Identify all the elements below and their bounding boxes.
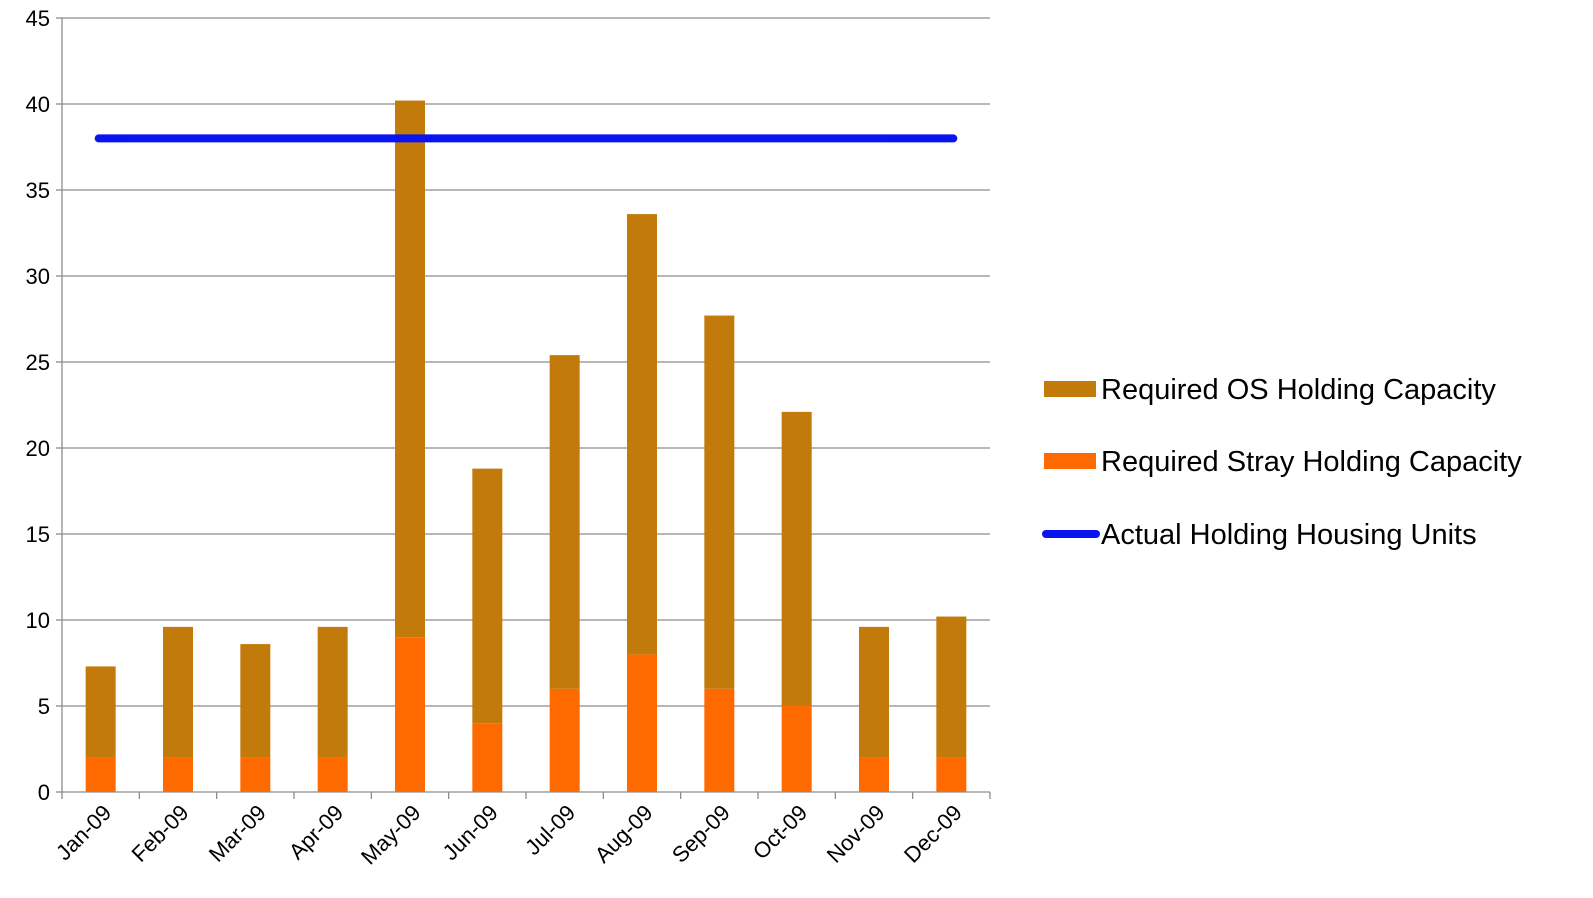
bar-required-stray-holding-capacity [781,706,812,792]
y-tick-label: 25 [26,350,50,375]
y-tick-label: 20 [26,436,50,461]
bar-required-os-holding-capacity [936,616,967,758]
x-tick-label: Oct-09 [748,800,812,864]
bar-required-stray-holding-capacity [936,757,967,792]
legend-label: Actual Holding Housing Units [1101,519,1477,551]
bar-required-stray-holding-capacity [549,688,580,792]
y-tick-label: 0 [38,780,50,805]
x-tick-label: May-09 [356,800,426,870]
legend-label: Required Stray Holding Capacity [1101,446,1522,478]
bar-required-stray-holding-capacity [627,654,657,792]
bar-required-os-holding-capacity [704,315,735,689]
bar-required-stray-holding-capacity [704,688,735,792]
x-tick-label: Jun-09 [438,800,503,865]
bar-marks [85,100,967,792]
x-tick-label: Nov-09 [822,800,890,868]
bar-required-os-holding-capacity [859,626,889,758]
y-tick-label: 5 [38,694,50,719]
bar-required-os-holding-capacity [395,100,425,638]
x-tick-label: Sep-09 [667,800,735,868]
bar-required-os-holding-capacity [781,411,812,706]
bar-required-stray-holding-capacity [859,757,889,792]
bar-required-os-holding-capacity [472,468,503,724]
y-tick-label: 15 [26,522,50,547]
bar-required-os-holding-capacity [627,214,657,655]
legend-swatch [1044,453,1096,469]
y-tick-label: 40 [26,92,50,117]
bar-required-os-holding-capacity [85,666,116,758]
legend-label: Required OS Holding Capacity [1101,374,1496,406]
x-tick-label: Jul-09 [520,800,580,860]
x-tick-label: Jan-09 [51,800,116,865]
bar-required-os-holding-capacity [163,626,193,758]
y-tick-label: 30 [26,264,50,289]
y-tick-label: 45 [26,6,50,31]
bar-required-os-holding-capacity [240,644,271,758]
x-tick-label: Aug-09 [590,800,658,868]
bar-required-stray-holding-capacity [395,637,425,792]
x-tick-label: Feb-09 [127,800,194,867]
bar-required-stray-holding-capacity [85,757,116,792]
y-tick-label: 35 [26,178,50,203]
gridlines [62,17,990,707]
x-tick-label: Apr-09 [284,800,348,864]
bar-required-stray-holding-capacity [163,757,193,792]
bar-required-os-holding-capacity [317,626,348,758]
x-tick-label: Mar-09 [204,800,271,867]
bar-required-stray-holding-capacity [240,757,271,792]
bar-required-os-holding-capacity [549,355,580,689]
x-tick-label: Dec-09 [899,800,967,868]
bar-required-stray-holding-capacity [472,723,503,792]
legend-swatch [1044,381,1096,397]
legend: Required OS Holding Capacity Required Str… [1042,374,1522,551]
bar-required-stray-holding-capacity [317,757,348,792]
y-tick-label: 10 [26,608,50,633]
